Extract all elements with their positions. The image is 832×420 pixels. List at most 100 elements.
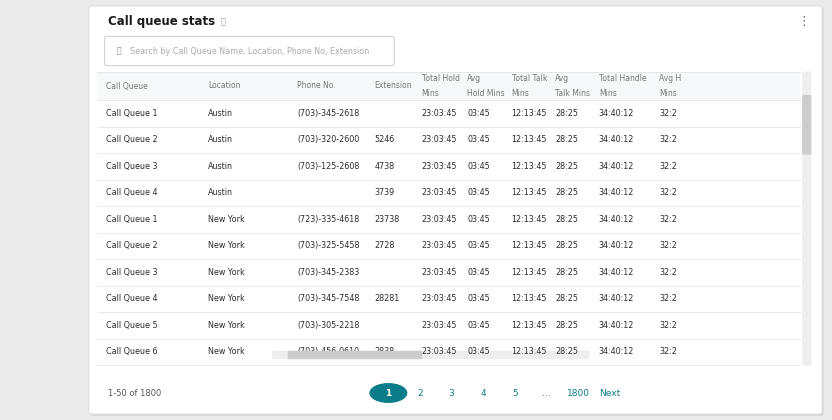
Text: Austin: Austin bbox=[208, 188, 233, 197]
Text: 12:13:45: 12:13:45 bbox=[512, 135, 547, 144]
Text: 2: 2 bbox=[417, 388, 423, 397]
Bar bbox=[97, 206, 800, 233]
Bar bbox=[97, 126, 800, 153]
Text: 34:40:12: 34:40:12 bbox=[599, 162, 634, 171]
Bar bbox=[97, 179, 800, 206]
Text: Call Queue 4: Call Queue 4 bbox=[106, 188, 157, 197]
Text: 28281: 28281 bbox=[374, 294, 400, 303]
Text: 12:13:45: 12:13:45 bbox=[512, 347, 547, 356]
Text: 23738: 23738 bbox=[374, 215, 400, 224]
Text: 03:45: 03:45 bbox=[468, 135, 490, 144]
Text: 28:25: 28:25 bbox=[555, 347, 578, 356]
Text: (703)-125-2608: (703)-125-2608 bbox=[297, 162, 359, 171]
Text: New York: New York bbox=[208, 268, 245, 277]
Text: 3739: 3739 bbox=[374, 188, 395, 197]
Text: 23:03:45: 23:03:45 bbox=[422, 294, 458, 303]
Text: 5246: 5246 bbox=[374, 135, 395, 144]
Bar bbox=[97, 72, 800, 100]
Text: 23:03:45: 23:03:45 bbox=[422, 188, 458, 197]
FancyBboxPatch shape bbox=[288, 351, 422, 359]
Text: 34:40:12: 34:40:12 bbox=[599, 188, 634, 197]
Text: 28:25: 28:25 bbox=[555, 135, 578, 144]
Text: (703)-456-0610: (703)-456-0610 bbox=[297, 347, 359, 356]
Text: 12:13:45: 12:13:45 bbox=[512, 162, 547, 171]
Text: ⓘ: ⓘ bbox=[220, 18, 225, 26]
Text: 2838: 2838 bbox=[374, 347, 395, 356]
Text: 28:25: 28:25 bbox=[555, 294, 578, 303]
Text: Call Queue 2: Call Queue 2 bbox=[106, 135, 157, 144]
Text: 23:03:45: 23:03:45 bbox=[422, 162, 458, 171]
Text: 1-50 of 1800: 1-50 of 1800 bbox=[108, 388, 161, 397]
Text: (703)-325-5458: (703)-325-5458 bbox=[297, 241, 360, 250]
Text: 34:40:12: 34:40:12 bbox=[599, 347, 634, 356]
Text: 32:2: 32:2 bbox=[659, 109, 677, 118]
Text: New York: New York bbox=[208, 215, 245, 224]
Text: 4738: 4738 bbox=[374, 162, 395, 171]
Text: New York: New York bbox=[208, 347, 245, 356]
FancyBboxPatch shape bbox=[802, 71, 811, 365]
Text: 23:03:45: 23:03:45 bbox=[422, 215, 458, 224]
Text: (703)-305-2218: (703)-305-2218 bbox=[297, 321, 359, 330]
Text: 32:2: 32:2 bbox=[659, 347, 677, 356]
Text: 03:45: 03:45 bbox=[468, 321, 490, 330]
Text: 32:2: 32:2 bbox=[659, 268, 677, 277]
Text: 23:03:45: 23:03:45 bbox=[422, 268, 458, 277]
Text: ⋮: ⋮ bbox=[797, 16, 810, 29]
Text: 32:2: 32:2 bbox=[659, 241, 677, 250]
Text: (703)-320-2600: (703)-320-2600 bbox=[297, 135, 359, 144]
Text: 03:45: 03:45 bbox=[468, 188, 490, 197]
FancyBboxPatch shape bbox=[802, 95, 811, 155]
Text: Avg: Avg bbox=[468, 74, 482, 83]
Text: Call Queue 4: Call Queue 4 bbox=[106, 294, 157, 303]
Text: 12:13:45: 12:13:45 bbox=[512, 321, 547, 330]
Text: 03:45: 03:45 bbox=[468, 347, 490, 356]
Text: Search by Call Queue Name, Location, Phone No, Extension: Search by Call Queue Name, Location, Pho… bbox=[130, 47, 369, 55]
Text: 34:40:12: 34:40:12 bbox=[599, 268, 634, 277]
Text: 03:45: 03:45 bbox=[468, 162, 490, 171]
FancyBboxPatch shape bbox=[105, 36, 394, 66]
Text: 03:45: 03:45 bbox=[468, 109, 490, 118]
Text: 23:03:45: 23:03:45 bbox=[422, 241, 458, 250]
Text: 28:25: 28:25 bbox=[555, 215, 578, 224]
Circle shape bbox=[370, 384, 407, 402]
Text: 03:45: 03:45 bbox=[468, 241, 490, 250]
Text: 12:13:45: 12:13:45 bbox=[512, 268, 547, 277]
Text: 34:40:12: 34:40:12 bbox=[599, 321, 634, 330]
Bar bbox=[97, 153, 800, 179]
Text: 12:13:45: 12:13:45 bbox=[512, 109, 547, 118]
Text: 34:40:12: 34:40:12 bbox=[599, 109, 634, 118]
Text: Total Talk: Total Talk bbox=[512, 74, 547, 83]
Text: 23:03:45: 23:03:45 bbox=[422, 135, 458, 144]
Bar bbox=[97, 233, 800, 259]
Text: Mins: Mins bbox=[512, 89, 529, 98]
Text: 03:45: 03:45 bbox=[468, 268, 490, 277]
Text: 03:45: 03:45 bbox=[468, 215, 490, 224]
Text: 5: 5 bbox=[512, 388, 518, 397]
Bar bbox=[97, 339, 800, 365]
Text: New York: New York bbox=[208, 241, 245, 250]
Text: 32:2: 32:2 bbox=[659, 188, 677, 197]
Text: 32:2: 32:2 bbox=[659, 294, 677, 303]
Text: Call Queue 2: Call Queue 2 bbox=[106, 241, 157, 250]
Text: Mins: Mins bbox=[599, 89, 617, 98]
Text: Avg: Avg bbox=[555, 74, 569, 83]
Text: Next: Next bbox=[599, 388, 621, 397]
Text: Call Queue 1: Call Queue 1 bbox=[106, 215, 157, 224]
Text: (703)-345-2618: (703)-345-2618 bbox=[297, 109, 359, 118]
Text: Total Hold: Total Hold bbox=[422, 74, 460, 83]
Text: 23:03:45: 23:03:45 bbox=[422, 321, 458, 330]
Text: 2728: 2728 bbox=[374, 241, 395, 250]
Text: 28:25: 28:25 bbox=[555, 188, 578, 197]
Bar bbox=[97, 259, 800, 286]
Text: 28:25: 28:25 bbox=[555, 268, 578, 277]
Text: Phone No.: Phone No. bbox=[297, 81, 336, 90]
Text: 34:40:12: 34:40:12 bbox=[599, 241, 634, 250]
Text: 32:2: 32:2 bbox=[659, 321, 677, 330]
Text: Call queue stats: Call queue stats bbox=[108, 16, 215, 29]
Text: 1800: 1800 bbox=[567, 388, 590, 397]
Text: 03:45: 03:45 bbox=[468, 294, 490, 303]
Text: Mins: Mins bbox=[659, 89, 677, 98]
Text: New York: New York bbox=[208, 294, 245, 303]
Text: Avg H: Avg H bbox=[659, 74, 681, 83]
Text: 34:40:12: 34:40:12 bbox=[599, 294, 634, 303]
